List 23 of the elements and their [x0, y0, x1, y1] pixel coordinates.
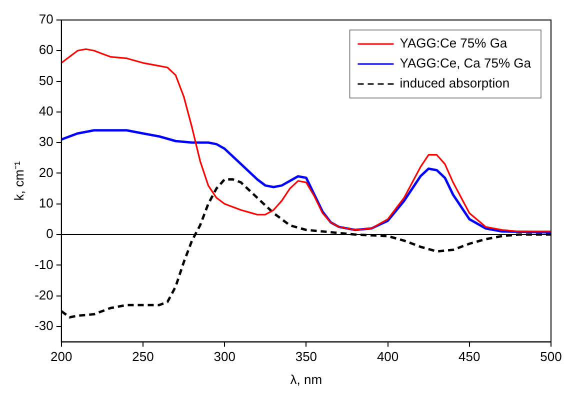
x-tick-label: 300 [214, 349, 236, 364]
y-tick-label: 50 [38, 72, 54, 88]
y-tick-label: 70 [38, 12, 54, 27]
y-tick-label: -30 [34, 318, 54, 334]
y-axis-title: k, cm⁻¹ [11, 160, 26, 201]
x-tick-label: 200 [50, 349, 72, 364]
y-tick-label: -20 [34, 287, 54, 302]
y-tick-label: 0 [46, 226, 54, 242]
y-tick-label: 60 [38, 42, 54, 58]
y-tick-label: 40 [38, 104, 54, 119]
y-tick-label: 10 [38, 195, 54, 210]
x-tick-label: 500 [540, 349, 562, 364]
x-tick-label: 450 [458, 349, 480, 364]
y-tick-label: -10 [34, 256, 54, 272]
legend-label: induced absorption [400, 76, 510, 91]
y-tick-label: 30 [38, 134, 54, 150]
y-tick-label: 20 [38, 164, 54, 180]
x-axis-title: λ, nm [290, 372, 322, 387]
legend-label: YAGG:Ce, Ca 75% Ga [400, 56, 532, 71]
x-tick-label: 400 [376, 349, 399, 364]
x-tick-label: 350 [295, 349, 318, 364]
legend-label: YAGG:Ce 75% Ga [400, 36, 508, 51]
x-tick-label: 250 [132, 349, 154, 364]
